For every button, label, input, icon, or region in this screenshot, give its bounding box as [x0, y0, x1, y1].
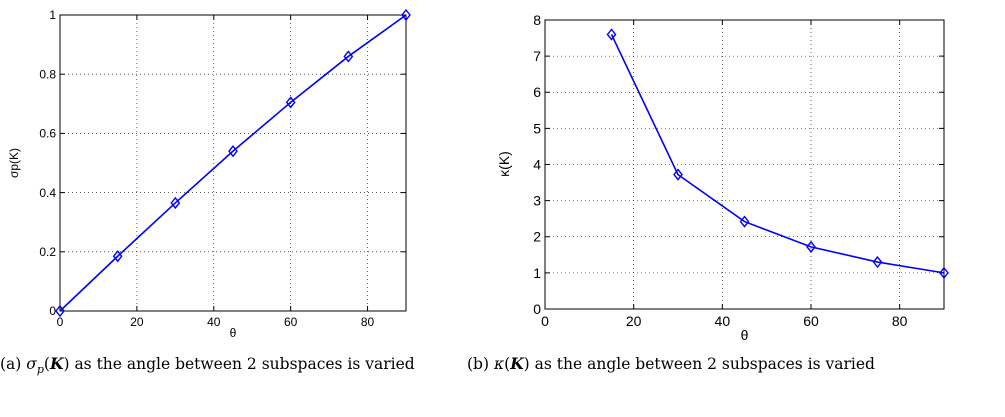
chart-a-point-1: [112, 250, 123, 263]
chart-b-ytick-label-1: 1: [533, 265, 541, 281]
chart-a-xtick-label-2: 40: [207, 315, 221, 329]
caption-b-paren-close: ): [523, 355, 530, 373]
chart-b-series-line-0: [610, 34, 945, 274]
chart-b-xtick-label-0: 0: [541, 313, 549, 329]
caption-a-text: as the angle between 2 subspaces is vari…: [69, 355, 415, 373]
caption-b-paren-open: (: [504, 355, 511, 373]
figure-charts: 0 20 40 60 80 0 0.2 0.4 0.6 0.8 1 θ σp(K) 0 20 40 60 80 0 1…: [7, 8, 949, 343]
chart-b-xtick-label-2: 40: [715, 313, 731, 329]
chart-b-ytick-label-0: 0: [533, 301, 541, 317]
chart-b-xtick-label-4: 80: [892, 313, 908, 329]
caption-a-symbol: σ: [26, 355, 37, 373]
chart-b-ytick-label-6: 6: [533, 84, 541, 100]
caption-a-subscript: p: [36, 363, 44, 377]
chart-b-ytick-label-4: 4: [533, 156, 541, 172]
chart-a-point-2: [170, 196, 181, 210]
caption-b-label: (b): [467, 355, 494, 373]
caption-b-symbol: κ: [493, 355, 505, 373]
chart-a-ytick-label-5: 1: [49, 8, 56, 22]
chart-b-point-5: [939, 266, 949, 279]
caption-a-label: (a): [0, 355, 27, 373]
caption-b-matrix: K: [510, 354, 524, 373]
chart-b-point-0: [606, 28, 617, 41]
chart-b-axes-box: [544, 19, 945, 310]
chart-a-axes-box: [59, 14, 407, 312]
caption-a-paren-open: (: [43, 355, 50, 373]
chart-a-xtick-label-3: 60: [284, 315, 298, 329]
chart-b-ytick-label-7: 7: [533, 48, 541, 64]
chart-a-point-5: [343, 50, 354, 63]
chart-b-xlabel: θ: [741, 327, 749, 343]
chart-b-ytick-label-8: 8: [533, 12, 541, 28]
chart-b-point-1: [673, 168, 683, 181]
chart-b-xtick-label-1: 20: [626, 313, 642, 329]
chart-a-xtick-label-0: 0: [57, 315, 64, 329]
chart-a-xtick-label-4: 80: [361, 315, 375, 329]
chart-a-ytick-label-0: 0: [49, 304, 56, 318]
chart-a-xlabel: θ: [230, 326, 237, 340]
caption-a-matrix: K: [49, 354, 64, 373]
chart-b-xtick-label-3: 60: [803, 313, 819, 329]
chart-a-ylabel: σp(K): [7, 148, 21, 178]
chart-a-ytick-label-3: 0.6: [39, 127, 56, 141]
chart-b-point-2: [739, 215, 750, 228]
chart-a-ytick-label-2: 0.4: [39, 186, 56, 200]
caption-b: (b) κ(K) as the angle between 2 subspace…: [467, 352, 992, 376]
caption-a-paren-close: ): [63, 355, 70, 373]
chart-a-ytick-label-4: 0.8: [39, 67, 56, 81]
chart-a-point-3: [228, 145, 238, 158]
chart-b-ylabel: κ(K): [496, 151, 512, 177]
caption-a: (a) σp(K) as the angle between 2 subspac…: [0, 352, 470, 381]
chart-b-ytick-label-2: 2: [533, 229, 541, 245]
chart-a-xtick-label-1: 20: [130, 315, 144, 329]
chart-a-point-6: [401, 8, 411, 22]
chart-b-point-3: [806, 240, 816, 253]
caption-b-text: as the angle between 2 subspaces is vari…: [529, 355, 875, 373]
chart-b-point-4: [872, 255, 883, 269]
chart-a-ytick-label-1: 0.2: [39, 245, 56, 259]
chart-a-point-0: [55, 304, 65, 318]
chart-a-series-line-0: [59, 14, 407, 312]
chart-a-point-4: [285, 96, 296, 109]
chart-b-ytick-label-3: 3: [533, 193, 541, 209]
chart-b-ytick-label-5: 5: [533, 120, 541, 136]
